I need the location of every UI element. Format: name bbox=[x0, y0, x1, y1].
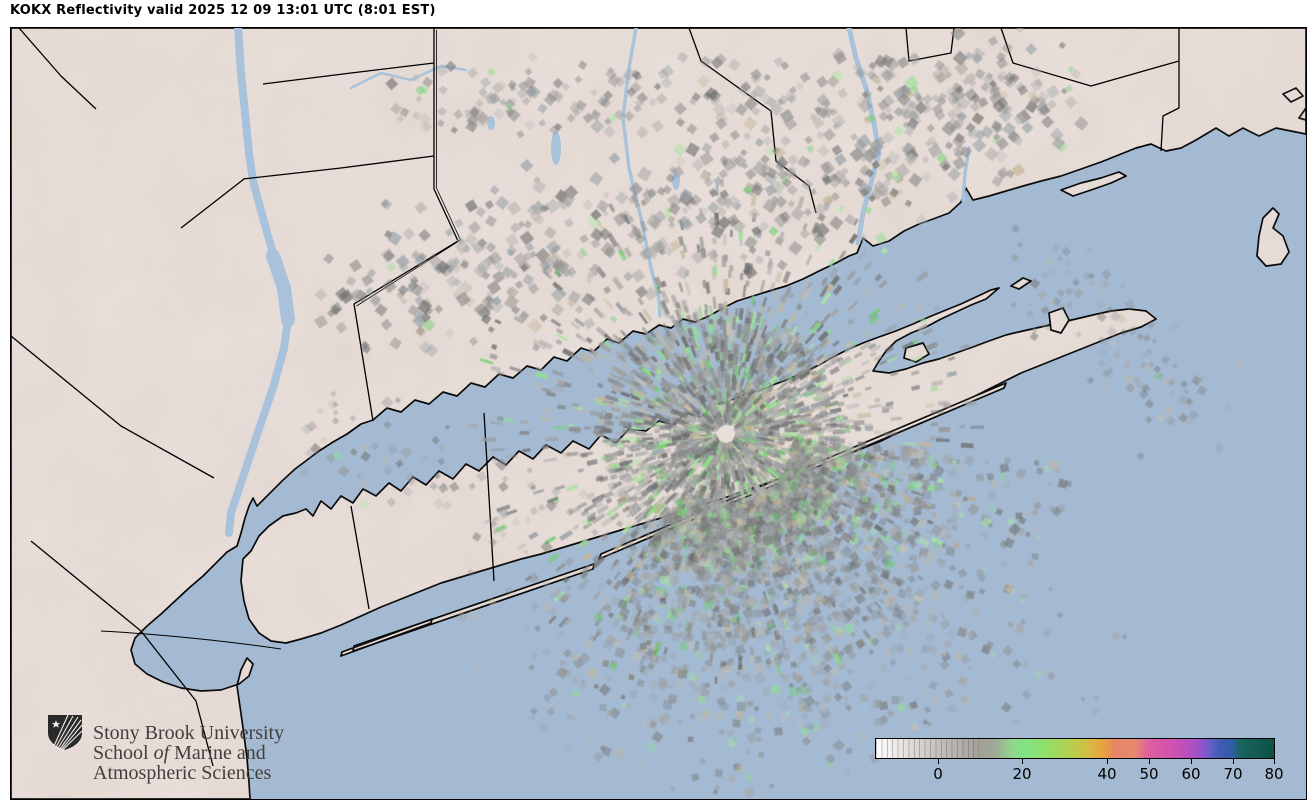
colorbar-tick bbox=[1149, 759, 1151, 764]
radar-echo-layer bbox=[11, 28, 1306, 799]
colorbar-tick-label: 40 bbox=[1097, 765, 1117, 783]
colorbar-tick bbox=[1107, 759, 1109, 764]
colorbar-tick-label: 70 bbox=[1223, 765, 1243, 783]
colorbar-tick-label: 20 bbox=[1012, 765, 1032, 783]
stony-brook-shield-icon bbox=[48, 714, 83, 750]
page-title: KOKX Reflectivity valid 2025 12 09 13:01… bbox=[10, 3, 436, 18]
map-frame: Stony Brook University School of Marine … bbox=[10, 27, 1307, 800]
colorbar-tick bbox=[1191, 759, 1193, 764]
logo-line-1: Stony Brook University bbox=[93, 722, 285, 744]
stony-brook-text: Stony Brook University School of Marine … bbox=[93, 723, 284, 783]
colorbar-tick-label: 0 bbox=[933, 765, 943, 783]
logo-line-2: School of Marine and bbox=[93, 742, 266, 764]
shield-star bbox=[51, 720, 61, 728]
stony-brook-logo: Stony Brook University School of Marine … bbox=[44, 712, 284, 783]
logo-line-3: Atmospheric Sciences bbox=[93, 762, 272, 784]
colorbar-tick bbox=[1022, 759, 1024, 764]
colorbar-tick bbox=[938, 759, 940, 764]
colorbar-tick bbox=[1233, 759, 1235, 764]
colorbar-tick-label: 80 bbox=[1264, 765, 1284, 783]
colorbar-low-end-stripes bbox=[876, 739, 980, 758]
colorbar-tick-label: 50 bbox=[1139, 765, 1159, 783]
reflectivity-colorbar bbox=[875, 738, 1275, 759]
colorbar-tick bbox=[1274, 759, 1276, 764]
colorbar-tick-label: 60 bbox=[1181, 765, 1201, 783]
